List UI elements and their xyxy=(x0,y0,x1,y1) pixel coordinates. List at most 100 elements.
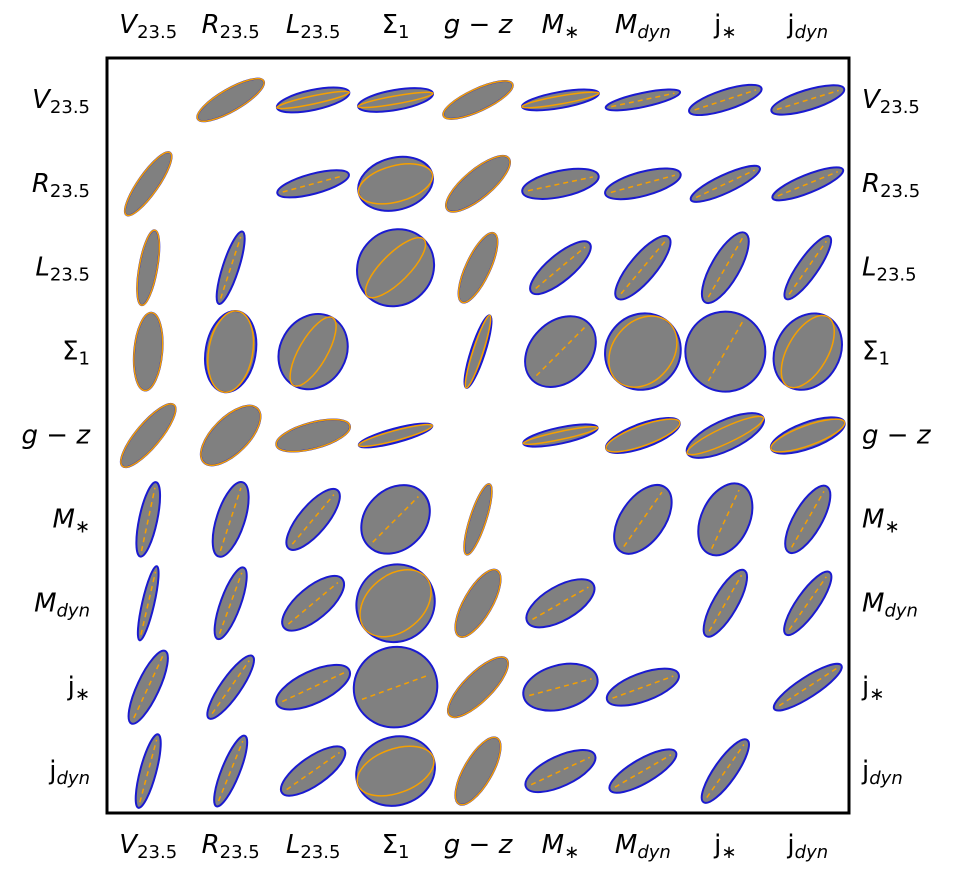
ellipse xyxy=(357,422,434,449)
label-sub: dyn xyxy=(637,22,671,43)
ellipse-cell xyxy=(213,734,249,808)
axis-label: Σ1 xyxy=(62,336,90,370)
inner-ellipse xyxy=(608,315,678,388)
ellipse-cell xyxy=(463,314,493,389)
label-main: M xyxy=(34,588,56,618)
inner-ellipse xyxy=(463,483,493,556)
inner-ellipse xyxy=(358,423,434,448)
axis-label: L23.5 xyxy=(35,252,90,286)
ellipse-cell xyxy=(697,482,754,557)
ellipse-cell xyxy=(771,166,845,202)
axis-label: Σ1 xyxy=(862,336,890,370)
label-sub: dyn xyxy=(795,22,829,43)
ellipse xyxy=(521,167,600,200)
label-sub: 23.5 xyxy=(50,97,90,118)
inner-line xyxy=(372,496,419,543)
ellipse-cell xyxy=(275,663,351,711)
axis-label: Mdyn xyxy=(615,10,671,44)
ellipse xyxy=(605,417,681,454)
inner-line xyxy=(530,756,591,786)
inner-line xyxy=(695,169,755,199)
inner-ellipse xyxy=(522,425,599,446)
ellipse-cell xyxy=(770,84,846,116)
label-main: j xyxy=(713,10,721,40)
frame xyxy=(105,56,851,815)
ellipse xyxy=(684,310,767,393)
inner-line xyxy=(361,674,430,701)
ellipse-cell xyxy=(522,423,599,448)
label-sub: 23.5 xyxy=(220,842,260,863)
label-sub: 23.5 xyxy=(880,97,920,118)
axis-label: V23.5 xyxy=(119,10,177,44)
ellipse-cell xyxy=(454,736,502,806)
inner-line xyxy=(535,327,586,377)
ellipse xyxy=(136,565,160,642)
inner-line xyxy=(778,668,837,707)
inner-ellipse xyxy=(442,80,514,120)
label-sub: 1 xyxy=(878,349,889,370)
ellipse-cell xyxy=(463,483,493,556)
axis-label: M∗ xyxy=(52,504,90,538)
inner-line xyxy=(788,240,827,295)
inner-line xyxy=(707,321,743,382)
label-main: L xyxy=(35,252,50,282)
ellipse xyxy=(783,235,833,301)
ellipse-cell xyxy=(769,416,846,455)
label-sub: ∗ xyxy=(564,842,579,863)
ellipse xyxy=(700,231,750,305)
ellipse xyxy=(771,166,845,202)
label-sub: dyn xyxy=(795,842,829,863)
ellipse-cell xyxy=(684,310,767,393)
label-sub: 23.5 xyxy=(877,265,917,286)
label-main: j xyxy=(861,672,869,702)
label-main: M xyxy=(542,830,564,860)
axis-label: R23.5 xyxy=(862,168,920,202)
ellipse xyxy=(275,663,351,711)
inner-line xyxy=(777,171,839,197)
ellipse-cell xyxy=(700,738,750,804)
ellipse-cell xyxy=(521,167,600,200)
ellipse xyxy=(277,313,349,391)
label-main: R xyxy=(32,168,50,198)
label-main: M xyxy=(615,10,637,40)
ellipse xyxy=(206,654,255,720)
label-main: R xyxy=(862,168,880,198)
inner-line xyxy=(610,174,676,194)
label-sub: 23.5 xyxy=(50,181,90,202)
label-sub: dyn xyxy=(884,600,918,621)
label-main: j xyxy=(786,10,794,40)
inner-line xyxy=(788,576,827,631)
label-sub: dyn xyxy=(637,842,671,863)
ellipse-cell xyxy=(614,234,672,301)
ellipse xyxy=(199,404,262,467)
ellipse-cell xyxy=(119,402,177,469)
ellipse-cell xyxy=(276,169,350,199)
label-sub: dyn xyxy=(57,600,91,621)
ellipse-cell xyxy=(524,315,597,388)
ellipse xyxy=(521,88,600,112)
ellipse-cell xyxy=(136,565,160,642)
inner-line xyxy=(612,675,674,699)
label-sub: 23.5 xyxy=(137,842,177,863)
inner-line xyxy=(614,754,672,788)
ellipse xyxy=(614,234,672,301)
label-main: R xyxy=(202,830,220,860)
label-main: M xyxy=(862,504,884,534)
inner-ellipse xyxy=(364,237,427,299)
ellipse xyxy=(447,656,509,719)
label-main: L xyxy=(286,10,301,40)
ellipse xyxy=(770,84,846,116)
ellipse xyxy=(772,312,843,391)
ellipse-cell xyxy=(447,656,509,719)
axis-label: L23.5 xyxy=(862,252,917,286)
inner-ellipse xyxy=(445,155,511,213)
inner-line xyxy=(707,237,743,298)
inner-ellipse xyxy=(770,418,846,453)
ellipse xyxy=(688,83,763,117)
label-main: j xyxy=(67,672,75,702)
ellipse-cell xyxy=(702,568,748,638)
ellipse-cell xyxy=(605,667,680,707)
ellipse xyxy=(135,481,162,558)
axis-label: Mdyn xyxy=(615,830,671,864)
ellipse-cell xyxy=(454,568,502,638)
